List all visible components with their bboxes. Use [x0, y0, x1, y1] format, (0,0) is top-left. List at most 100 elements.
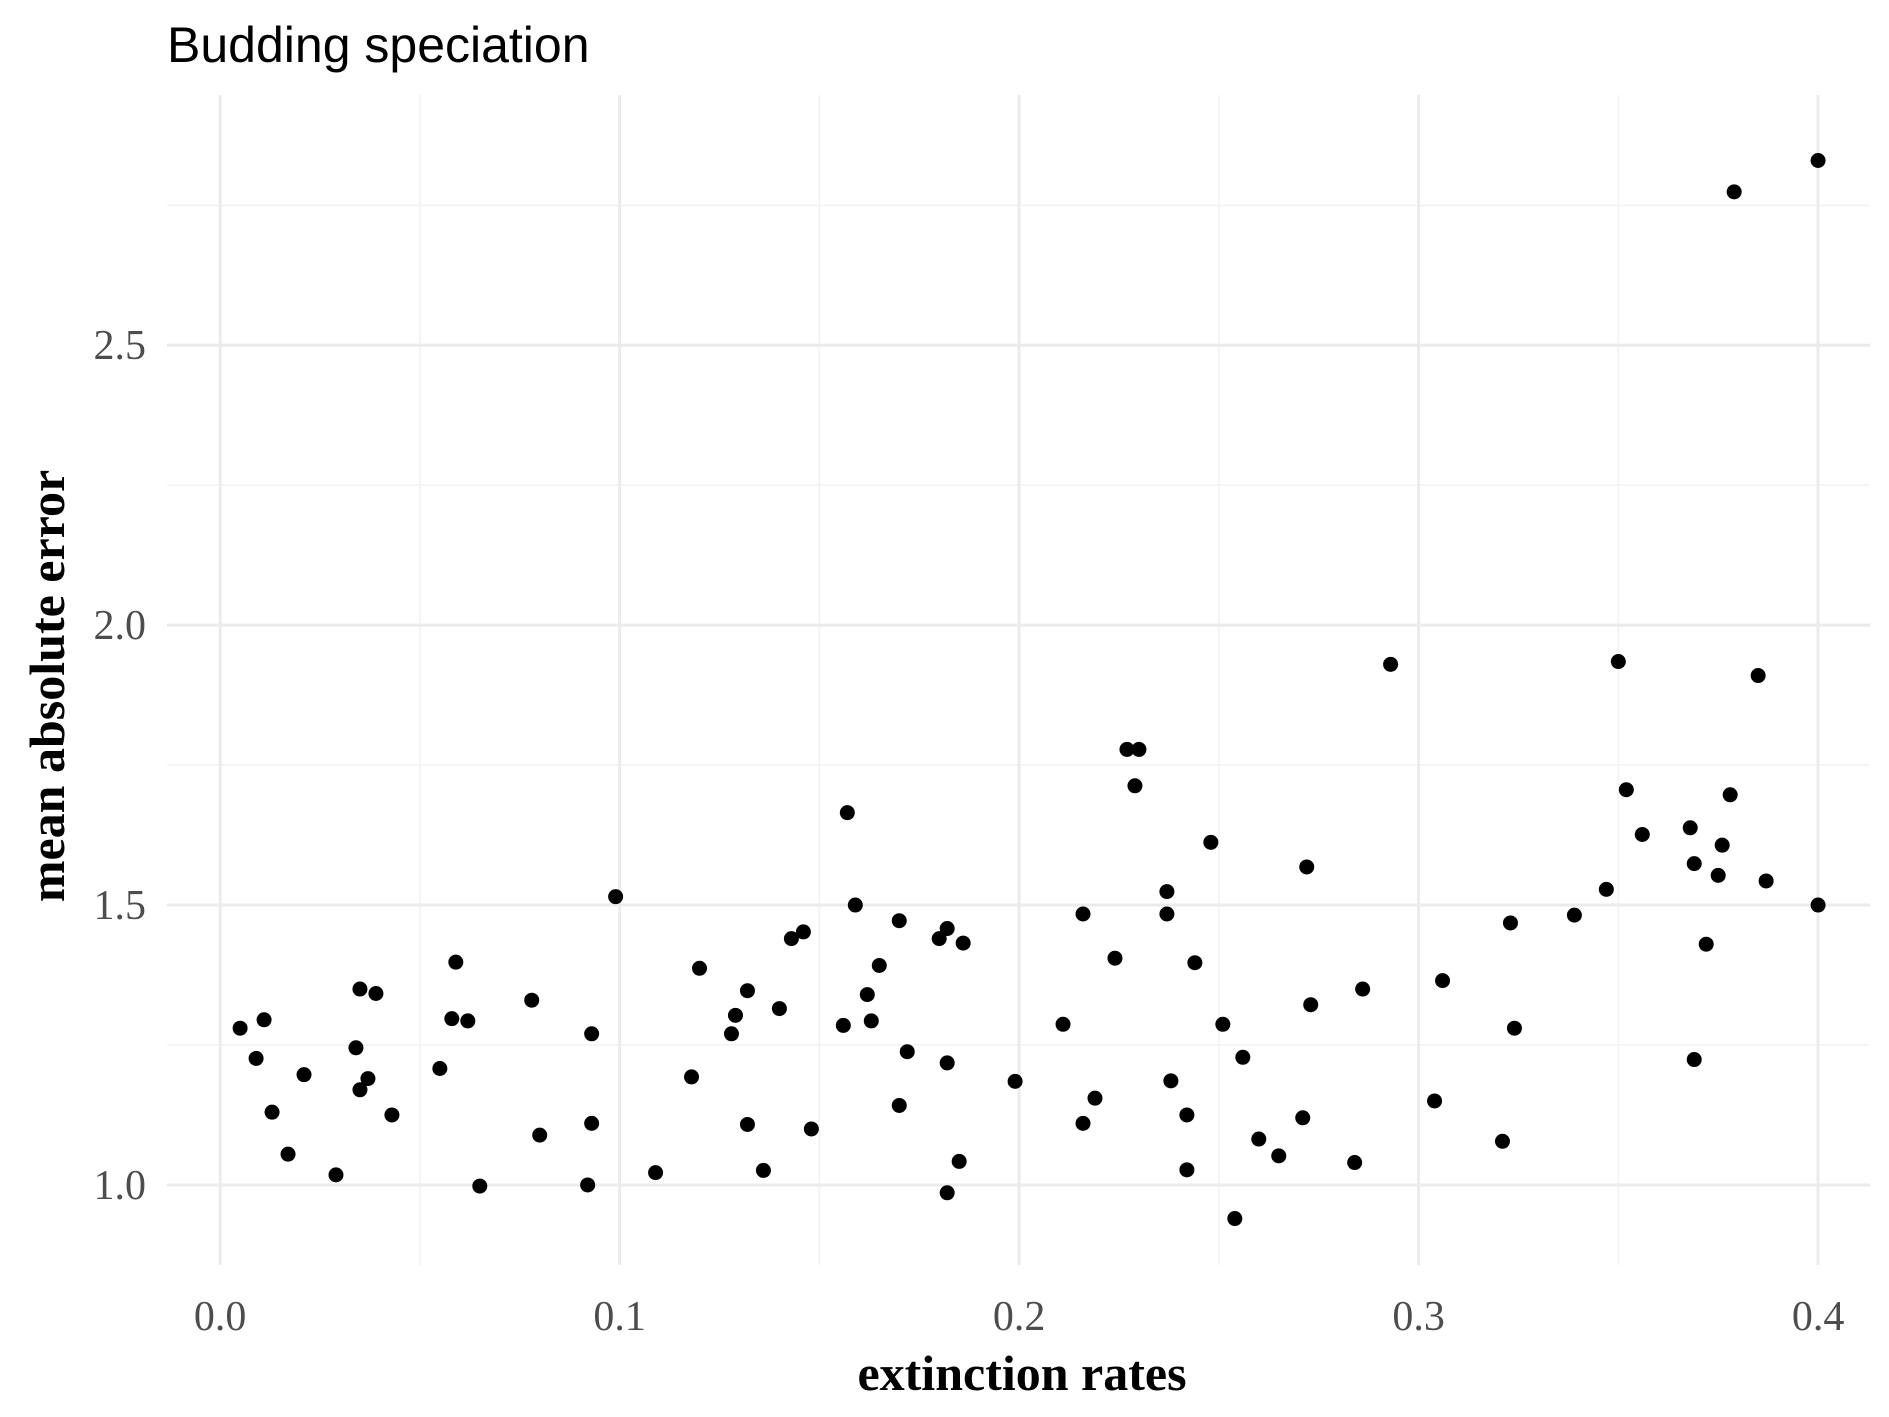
- data-point: [352, 1082, 368, 1098]
- data-point: [1075, 1115, 1091, 1131]
- major-gridlines-x: [218, 95, 1820, 1265]
- data-point: [1810, 152, 1826, 168]
- data-point: [1758, 873, 1774, 889]
- data-point: [1127, 778, 1143, 794]
- data-point: [859, 987, 875, 1003]
- data-point: [584, 1026, 600, 1042]
- data-point: [1107, 950, 1123, 966]
- data-point: [755, 1162, 771, 1178]
- data-point: [847, 897, 863, 913]
- data-point: [1235, 1049, 1251, 1065]
- data-point: [891, 1097, 907, 1113]
- data-point: [803, 1121, 819, 1137]
- data-point: [771, 1001, 787, 1017]
- data-point: [1634, 827, 1650, 843]
- data-point: [1303, 997, 1319, 1013]
- data-point: [783, 931, 799, 947]
- y-tick-label: 1.5: [94, 883, 147, 929]
- data-point: [1179, 1162, 1195, 1178]
- data-point: [899, 1044, 915, 1060]
- data-point: [1566, 907, 1582, 923]
- data-point: [648, 1165, 664, 1181]
- data-point: [460, 1013, 476, 1029]
- data-point: [1502, 915, 1518, 931]
- data-point: [795, 924, 811, 940]
- data-point: [584, 1115, 600, 1131]
- data-point: [863, 1013, 879, 1029]
- major-gridlines-y: [167, 343, 1870, 1187]
- data-point: [1494, 1133, 1510, 1149]
- data-point: [1163, 1073, 1179, 1089]
- data-point: [1810, 897, 1826, 913]
- data-point: [1295, 1110, 1311, 1126]
- data-point: [835, 1017, 851, 1033]
- data-point: [264, 1104, 280, 1120]
- data-point: [931, 931, 947, 947]
- data-point: [352, 981, 368, 997]
- data-point: [1435, 973, 1451, 989]
- data-point: [1227, 1211, 1243, 1227]
- data-point: [939, 921, 955, 937]
- data-point: [1618, 782, 1634, 798]
- data-point: [1686, 856, 1702, 872]
- data-point: [1506, 1020, 1522, 1036]
- data-point: [1055, 1016, 1071, 1032]
- x-axis-title: extinction rates: [857, 1345, 1186, 1401]
- data-point: [1750, 668, 1766, 684]
- data-point: [1159, 906, 1175, 922]
- data-point: [532, 1127, 548, 1143]
- data-point: [1698, 936, 1714, 952]
- data-point: [955, 935, 971, 951]
- data-point: [1710, 867, 1726, 883]
- data-point: [1598, 881, 1614, 897]
- data-point: [348, 1040, 364, 1056]
- data-point: [256, 1012, 272, 1028]
- data-point: [1726, 184, 1742, 200]
- data-point: [448, 954, 464, 970]
- data-point: [871, 958, 887, 974]
- data-point: [248, 1050, 264, 1066]
- data-point: [1427, 1093, 1443, 1109]
- data-point: [1007, 1073, 1023, 1089]
- data-point: [727, 1007, 743, 1023]
- data-point: [939, 1055, 955, 1071]
- minor-gridlines-x: [419, 95, 1620, 1265]
- data-point: [1119, 741, 1135, 757]
- data-point: [368, 985, 384, 1001]
- data-point: [1131, 741, 1147, 757]
- x-axis-tick-labels: 0.0 0.1 0.2 0.3 0.4: [194, 1294, 1844, 1340]
- data-point: [1087, 1090, 1103, 1106]
- x-tick-label: 0.1: [593, 1294, 646, 1340]
- data-point: [360, 1071, 376, 1087]
- data-point: [296, 1067, 312, 1083]
- data-point: [723, 1026, 739, 1042]
- y-tick-label: 2.5: [94, 323, 147, 369]
- data-point: [1215, 1016, 1231, 1032]
- data-point: [1075, 906, 1091, 922]
- y-tick-label: 2.0: [94, 603, 147, 649]
- data-point: [1347, 1155, 1363, 1171]
- data-point: [1682, 820, 1698, 836]
- data-point: [232, 1020, 248, 1036]
- data-point: [328, 1167, 344, 1183]
- data-point: [1159, 884, 1175, 900]
- data-point: [280, 1146, 296, 1162]
- data-point: [472, 1178, 488, 1194]
- data-point: [1722, 787, 1738, 803]
- data-point: [608, 889, 624, 905]
- data-points: [232, 152, 1826, 1227]
- y-axis-title: mean absolute error: [19, 470, 75, 902]
- data-point: [951, 1153, 967, 1169]
- data-point: [1271, 1148, 1287, 1164]
- data-point: [384, 1107, 400, 1123]
- data-point: [1203, 834, 1219, 850]
- data-point: [684, 1069, 700, 1085]
- data-point: [1299, 859, 1315, 875]
- x-tick-label: 0.0: [194, 1294, 247, 1340]
- data-point: [739, 1116, 755, 1132]
- data-point: [432, 1061, 448, 1077]
- data-point: [524, 992, 540, 1008]
- chart-title: Budding speciation: [167, 17, 590, 73]
- data-point: [739, 983, 755, 999]
